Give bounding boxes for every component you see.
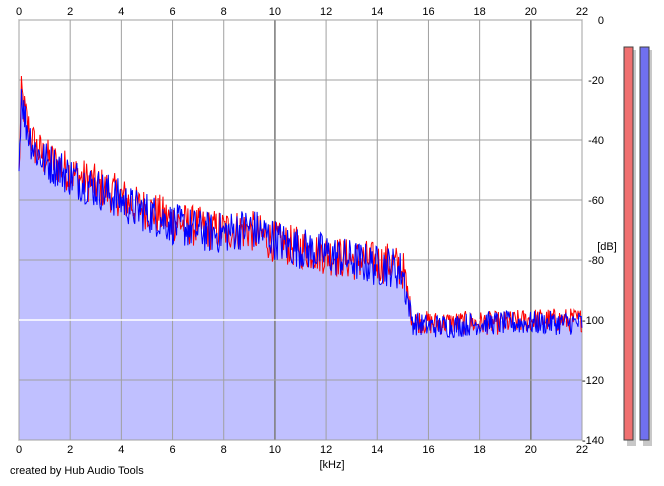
y-tick-label: -80: [588, 255, 604, 267]
x-tick-label-bottom: 18: [474, 444, 486, 456]
x-tick-label-bottom: 22: [576, 444, 588, 456]
level-meter-1: [623, 46, 634, 441]
y-tick-label: -140: [582, 435, 604, 447]
x-tick-label-bottom: 2: [67, 444, 73, 456]
x-tick-label-bottom: 20: [525, 444, 537, 456]
y-axis-right: 0 -20 -40 -60 -80 -100 -120 -140: [582, 15, 604, 447]
x-tick-label-top: 0: [16, 6, 22, 18]
x-tick-label-top: 8: [221, 6, 227, 18]
series-line-2: [18, 88, 583, 339]
x-tick-label-top: 16: [422, 6, 434, 18]
series-line-1: [18, 75, 583, 335]
x-tick-label-bottom: 8: [221, 444, 227, 456]
spectrum-fill: [19, 88, 582, 441]
x-tick-label-bottom: 6: [169, 444, 175, 456]
x-tick-label-top: 20: [525, 6, 537, 18]
x-axis-label: [kHz]: [319, 459, 344, 471]
x-tick-label-top: 12: [320, 6, 332, 18]
x-axis-top: 0 2 4 6 8 10 12 14 16 18 20 22: [16, 6, 588, 18]
y-tick-label: -60: [588, 195, 604, 207]
x-axis-bottom: 0 2 4 6 8 10 12 14 16 18 20 22: [16, 444, 588, 456]
series-layer: [18, 75, 583, 339]
x-tick-label-top: 4: [118, 6, 124, 18]
spectrum-area: [19, 88, 582, 441]
x-tick-label-bottom: 0: [16, 444, 22, 456]
x-tick-label-top: 10: [269, 6, 281, 18]
x-tick-label-top: 14: [371, 6, 383, 18]
x-tick-label-top: 22: [576, 6, 588, 18]
x-tick-label-top: 6: [169, 6, 175, 18]
level-meters: [623, 46, 652, 446]
y-tick-label: 0: [598, 15, 604, 27]
x-tick-label-top: 2: [67, 6, 73, 18]
y-tick-label: -120: [582, 375, 604, 387]
y-tick-label: -100: [582, 315, 604, 327]
x-tick-label-bottom: 10: [269, 444, 281, 456]
x-tick-label-bottom: 14: [371, 444, 383, 456]
level-meter-2: [639, 46, 650, 441]
x-tick-label-top: 18: [474, 6, 486, 18]
y-tick-label: -40: [588, 135, 604, 147]
x-tick-label-bottom: 16: [422, 444, 434, 456]
x-tick-label-bottom: 4: [118, 444, 124, 456]
credit-text: created by Hub Audio Tools: [10, 465, 144, 477]
y-tick-label: -20: [588, 75, 604, 87]
x-tick-label-bottom: 12: [320, 444, 332, 456]
y-axis-label: [dB]: [597, 241, 617, 253]
